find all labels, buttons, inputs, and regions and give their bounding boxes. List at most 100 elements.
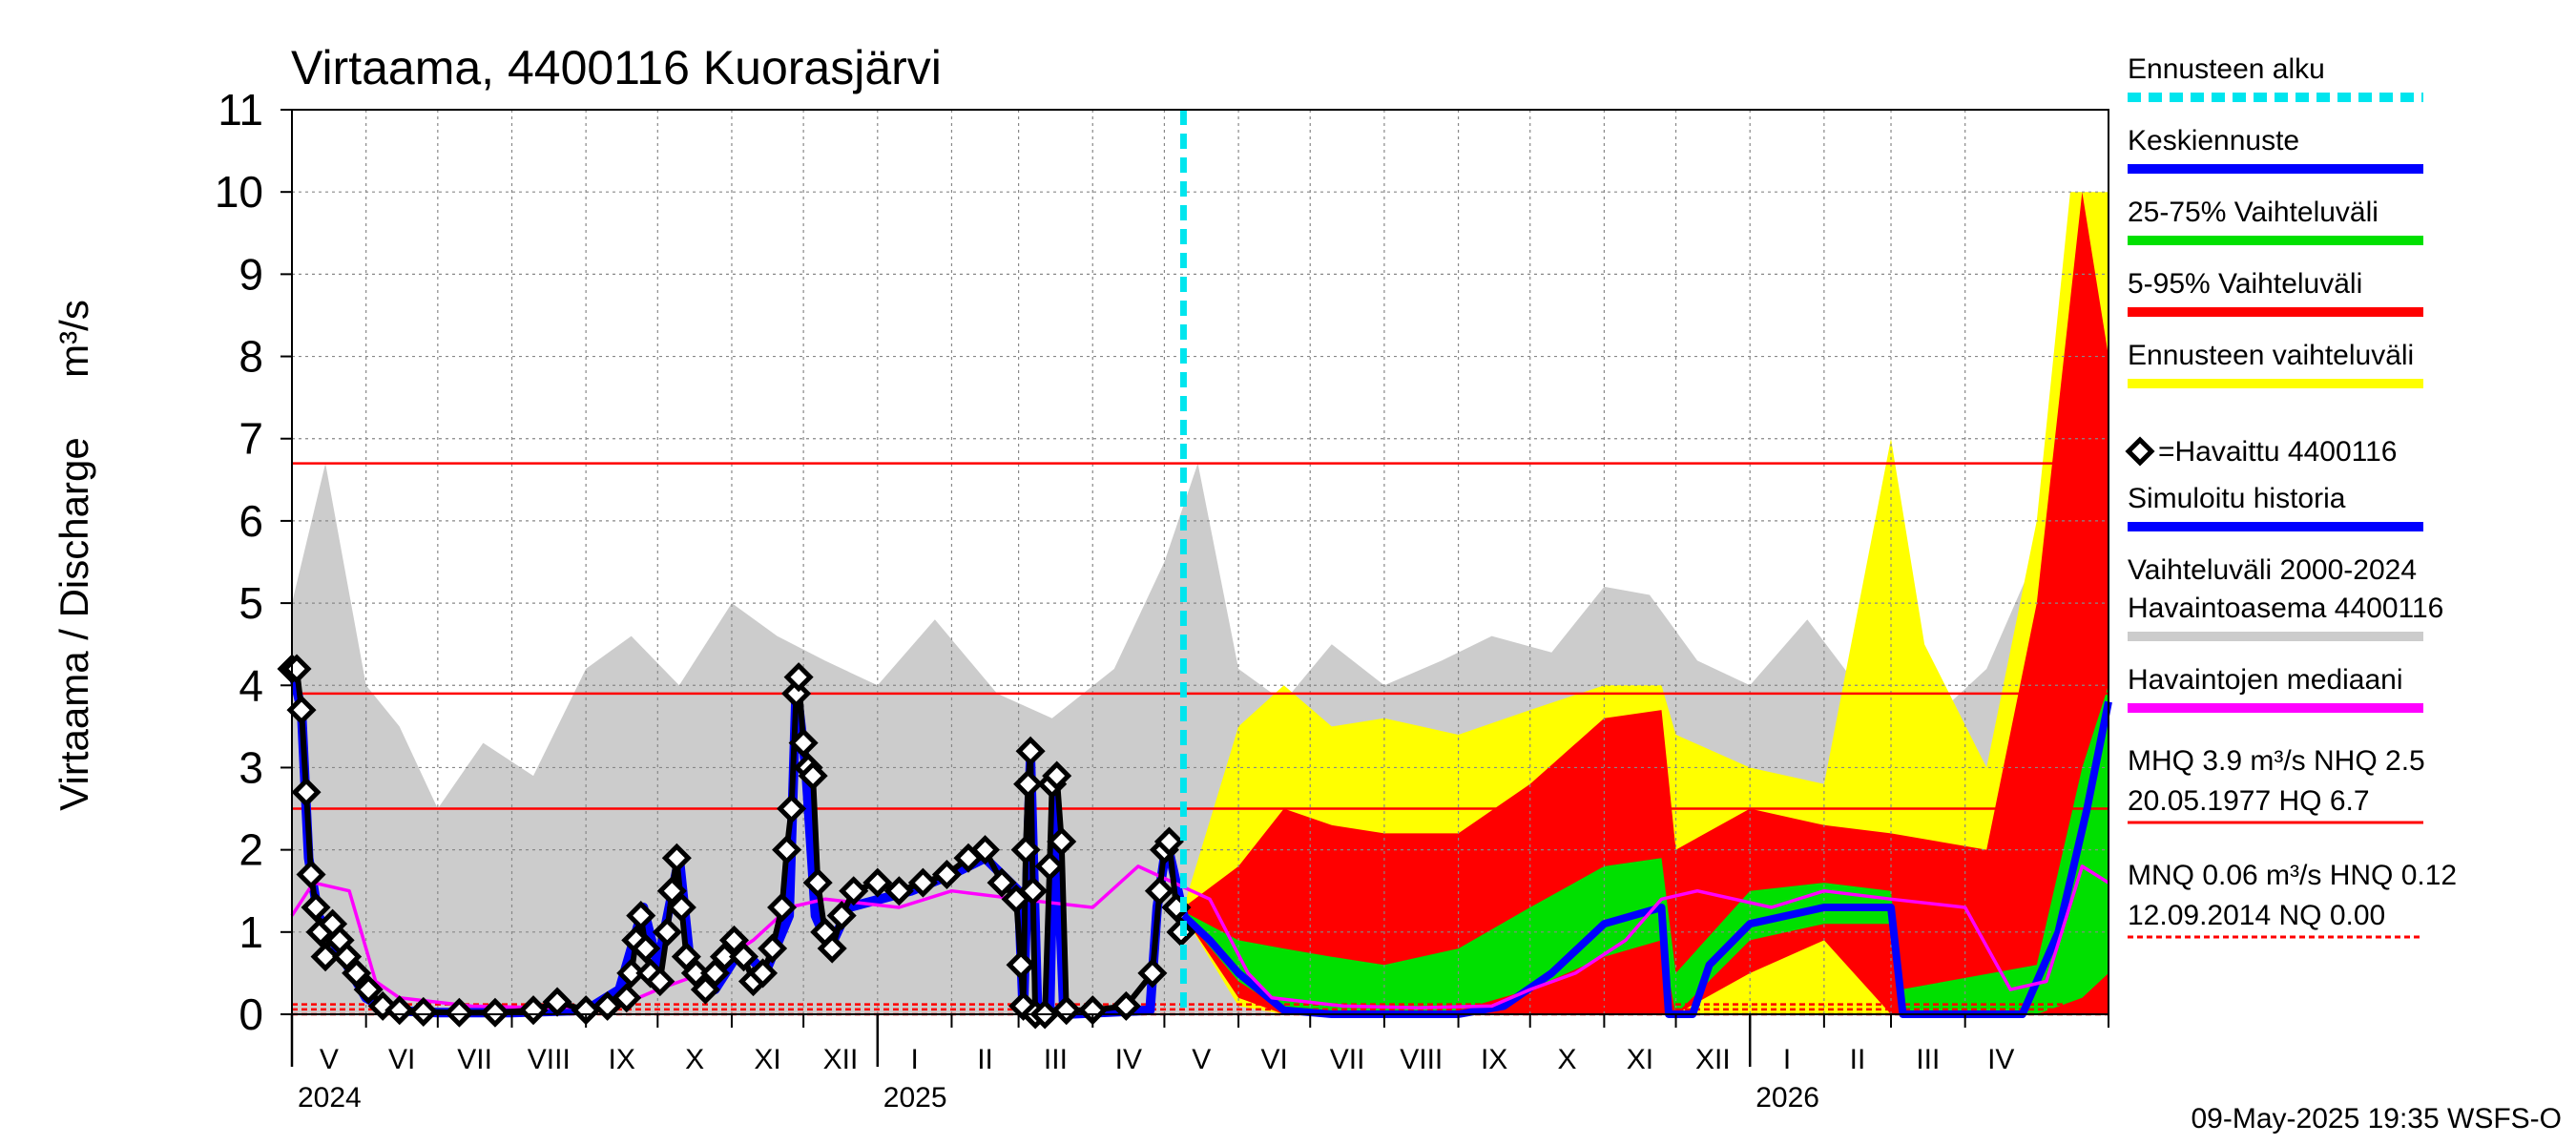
observed-point xyxy=(1006,949,1036,980)
y-tick-label: 4 xyxy=(239,660,263,710)
observed-point xyxy=(969,835,1001,865)
observed-point xyxy=(883,876,914,906)
observed-point xyxy=(907,867,938,898)
observed-point xyxy=(826,901,857,931)
y-tick-label: 9 xyxy=(239,249,263,299)
legend-label: =Havaittu 4400116 xyxy=(2158,436,2397,468)
x-month-label: V xyxy=(1192,1044,1211,1075)
legend-label: Havaintoasema 4400116 xyxy=(2128,593,2443,624)
observed-point xyxy=(931,859,962,890)
observed-point xyxy=(408,996,439,1027)
x-month-label: VIII xyxy=(1400,1044,1443,1075)
observed-point xyxy=(626,901,656,931)
x-year-label: 2026 xyxy=(1755,1082,1819,1114)
observed-point xyxy=(384,995,415,1026)
observed-point xyxy=(1153,826,1184,857)
x-month-label: IX xyxy=(609,1044,635,1075)
x-month-label: XII xyxy=(1695,1044,1731,1075)
x-month-label: VII xyxy=(1330,1044,1365,1075)
observed-point xyxy=(518,995,549,1026)
x-month-label: XII xyxy=(823,1044,859,1075)
x-month-label: XI xyxy=(1627,1044,1653,1075)
observed-point xyxy=(353,974,384,1005)
x-month-label: V xyxy=(320,1044,339,1075)
observed-point xyxy=(817,933,847,964)
observed-point xyxy=(286,695,317,725)
x-month-label: III xyxy=(1044,1044,1068,1075)
x-year-label: 2025 xyxy=(883,1082,947,1114)
legend-stats-line: 20.05.1977 HQ 6.7 xyxy=(2128,785,2370,817)
legend-label: 25-75% Vaihteluväli xyxy=(2128,197,2379,228)
observed-point xyxy=(987,867,1017,898)
observed-point xyxy=(592,990,623,1021)
observed-point xyxy=(1013,769,1044,800)
legend-marker-icon xyxy=(2125,436,2155,467)
observed-point xyxy=(1137,958,1168,989)
y-tick-label: 1 xyxy=(239,907,263,957)
y-tick-label: 7 xyxy=(239,414,263,464)
observed-point xyxy=(1047,826,1077,857)
observed-point xyxy=(645,966,675,997)
observed-point xyxy=(301,892,331,923)
observed-point xyxy=(862,867,893,898)
observed-point xyxy=(310,942,341,972)
observed-point xyxy=(612,983,642,1013)
x-month-label: III xyxy=(1916,1044,1940,1075)
legend-label: 5-95% Vaihteluväli xyxy=(2128,268,2362,300)
legend-label: Ennusteen vaihteluväli xyxy=(2128,340,2414,371)
y-axis-label: Virtaama / Discharge xyxy=(52,437,96,810)
y-tick-label: 6 xyxy=(239,496,263,546)
band-3 xyxy=(1183,685,2109,1014)
observed-point xyxy=(772,835,802,865)
observed-point xyxy=(616,958,647,989)
observed-point xyxy=(728,942,759,972)
observed-point xyxy=(767,892,798,923)
legend-label: Simuloitu historia xyxy=(2128,483,2346,514)
observed-point xyxy=(1051,995,1082,1026)
observed-point xyxy=(296,859,326,890)
y-tick-label: 2 xyxy=(239,825,263,875)
chart-title: Virtaama, 4400116 Kuorasjärvi xyxy=(291,41,942,94)
observed-point xyxy=(1015,736,1046,766)
observed-point xyxy=(839,876,869,906)
x-month-label: VIII xyxy=(528,1044,571,1075)
observed-point xyxy=(802,867,833,898)
legend-label: Keskiennuste xyxy=(2128,125,2299,156)
x-month-label: IV xyxy=(1115,1044,1142,1075)
y-tick-label: 11 xyxy=(218,85,263,135)
x-month-label: II xyxy=(977,1044,993,1075)
y-axis-unit: m³/s xyxy=(52,300,96,378)
observed-point xyxy=(1042,760,1072,791)
observed-point xyxy=(1034,851,1065,882)
y-tick-label: 3 xyxy=(239,742,263,792)
x-month-label: I xyxy=(910,1044,918,1075)
legend-stats-line: MNQ 0.06 m³/s HNQ 0.12 xyxy=(2128,860,2457,891)
observed-point xyxy=(1144,876,1174,906)
y-tick-label: 10 xyxy=(215,167,263,217)
timestamp-footer: 09-May-2025 19:35 WSFS-O xyxy=(2192,1103,2563,1135)
observed-point xyxy=(798,760,828,791)
legend-label: Havaintojen mediaani xyxy=(2128,664,2403,696)
y-tick-label: 0 xyxy=(239,989,263,1039)
observed-point xyxy=(788,728,819,759)
observed-point xyxy=(291,777,322,807)
observed-point xyxy=(1018,876,1049,906)
legend-label: Ennusteen alku xyxy=(2128,53,2325,85)
x-month-label: X xyxy=(685,1044,704,1075)
x-year-label: 2024 xyxy=(298,1082,362,1114)
observed-point xyxy=(748,958,779,989)
x-month-label: I xyxy=(1783,1044,1791,1075)
legend: Ennusteen alku Keskiennuste 25-75% Vaihtel… xyxy=(2125,53,2457,939)
observed-point xyxy=(1111,990,1141,1021)
observed-point xyxy=(444,997,474,1028)
y-tick-label: 5 xyxy=(239,578,263,628)
x-month-label: X xyxy=(1558,1044,1577,1075)
legend-stats-line: MHQ 3.9 m³/s NHQ 2.5 xyxy=(2128,745,2425,777)
x-month-label: IX xyxy=(1481,1044,1507,1075)
legend-stats-line: 12.09.2014 NQ 0.00 xyxy=(2128,900,2385,931)
observed-point xyxy=(652,917,682,947)
observed-point xyxy=(777,794,807,824)
observed-point xyxy=(666,892,696,923)
